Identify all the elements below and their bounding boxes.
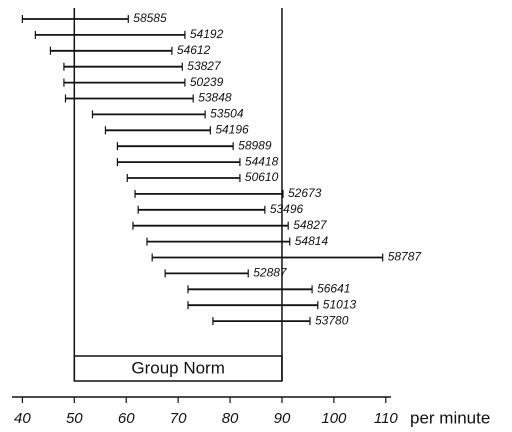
range-label: 58787 — [388, 250, 423, 264]
range-label: 53827 — [187, 59, 222, 73]
x-axis-label: per minute — [410, 408, 490, 427]
reference-label: Group Norm — [131, 358, 225, 377]
range-label: 54827 — [293, 218, 328, 232]
range-label: 54192 — [190, 27, 224, 41]
range-label: 53848 — [198, 91, 232, 105]
x-tick-label: 50 — [66, 410, 83, 427]
range-label: 58585 — [133, 11, 167, 25]
range-label: 54612 — [177, 43, 211, 57]
range-label: 50610 — [245, 170, 279, 184]
x-tick-label: 70 — [170, 410, 187, 427]
range-label: 53780 — [315, 313, 349, 327]
range-label: 58989 — [238, 138, 272, 152]
range-label: 50239 — [190, 75, 224, 89]
x-tick-label: 40 — [14, 410, 31, 427]
range-label: 54418 — [245, 154, 279, 168]
x-tick-label: 80 — [222, 410, 239, 427]
x-tick-label: 110 — [374, 410, 399, 427]
range-label: 51013 — [323, 297, 357, 311]
range-label: 53504 — [210, 107, 244, 121]
range-label: 56641 — [317, 281, 350, 295]
range-label: 52673 — [288, 186, 322, 200]
range-label: 54814 — [295, 234, 329, 248]
x-tick-label: 100 — [321, 410, 347, 427]
range-label: 53496 — [270, 202, 304, 216]
x-tick-label: 60 — [118, 410, 135, 427]
x-tick-label: 90 — [274, 410, 291, 427]
range-label: 54196 — [215, 122, 249, 136]
range-label: 52887 — [253, 266, 288, 280]
reference-box — [73, 355, 283, 382]
